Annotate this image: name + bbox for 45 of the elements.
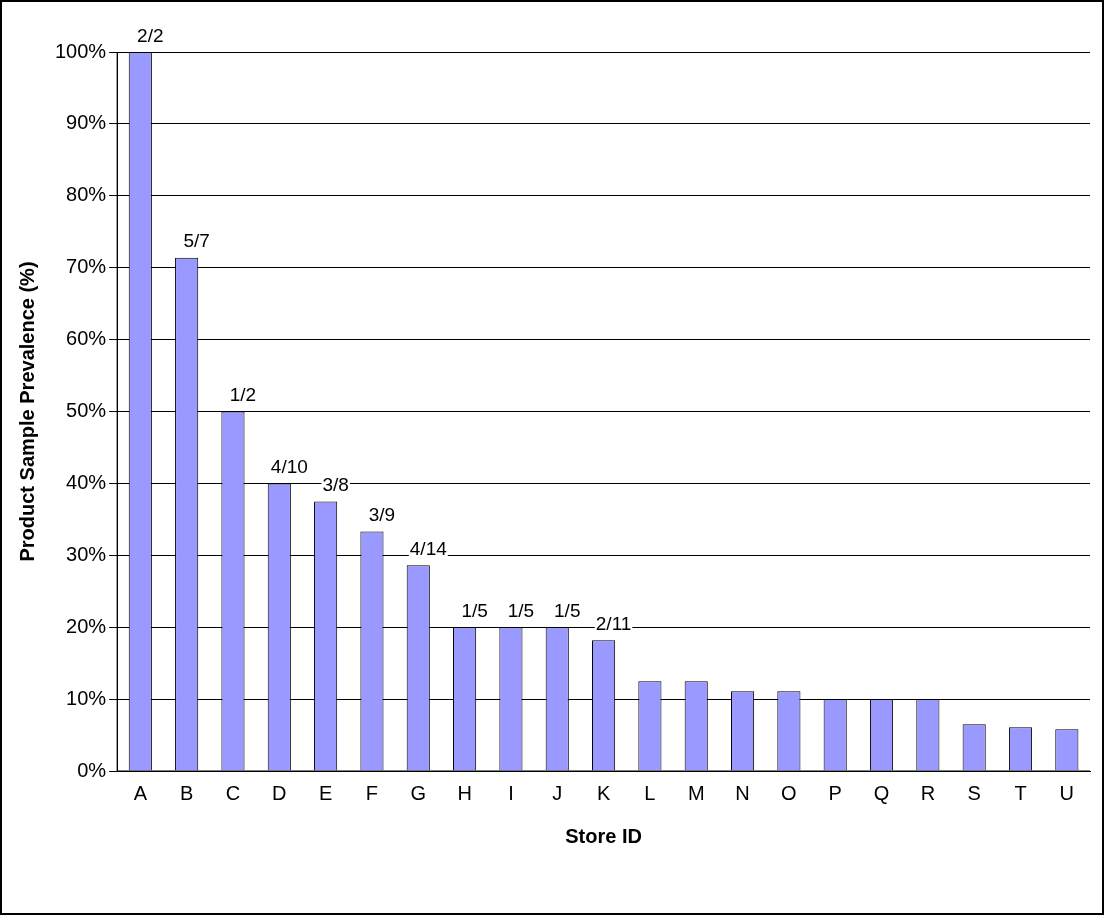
x-tick-label: N <box>735 781 750 804</box>
x-tick-label: G <box>410 781 427 804</box>
annotation: 1/5 <box>554 599 581 621</box>
x-tick-label: U <box>1059 781 1075 804</box>
annotation: 1/5 <box>507 599 535 621</box>
y-tick-label: 50% <box>66 399 107 422</box>
x-tick-label: M <box>687 781 705 804</box>
x-tick-label: Q <box>873 781 890 804</box>
x-tick-label: I <box>508 781 514 804</box>
annotation: 4/14 <box>409 538 448 560</box>
y-tick-label: 70% <box>66 255 107 278</box>
annotation: 2/11 <box>595 612 632 634</box>
y-tick-label: 30% <box>66 542 107 565</box>
annotation: 1/5 <box>461 599 488 621</box>
x-tick-label: P <box>828 781 842 804</box>
x-tick-label: C <box>225 781 241 804</box>
x-tick-label: T <box>1014 781 1027 804</box>
annotation: 1/2 <box>229 384 257 406</box>
x-tick-label: F <box>365 781 379 804</box>
x-tick-label: L <box>644 781 656 804</box>
x-axis-title: Store ID <box>565 824 642 847</box>
y-tick-label: 0% <box>77 758 107 781</box>
y-tick-label: 80% <box>66 183 107 206</box>
y-tick-label: 20% <box>66 614 107 637</box>
x-tick-label: O <box>781 781 797 804</box>
annotation: 2/2 <box>137 24 164 46</box>
x-tick-label: R <box>920 781 936 804</box>
x-tick-label: K <box>596 781 611 804</box>
y-axis-title: Product Sample Prevalence (%) <box>15 261 38 562</box>
y-tick-label: 100% <box>55 39 107 62</box>
y-tick-label: 60% <box>66 327 107 350</box>
annotation: 3/9 <box>368 504 396 526</box>
x-tick-label: H <box>457 781 472 804</box>
x-tick-label: B <box>179 781 194 804</box>
x-tick-label: S <box>967 781 981 804</box>
y-tick-label: 10% <box>66 686 107 709</box>
annotation: 4/10 <box>270 456 308 478</box>
x-tick-label: J <box>552 781 563 804</box>
x-tick-label: D <box>272 781 287 804</box>
y-tick-label: 40% <box>66 470 107 493</box>
x-tick-label: E <box>318 781 333 804</box>
y-tick-label: 90% <box>66 111 107 134</box>
x-tick-label: A <box>133 781 148 804</box>
annotation: 3/8 <box>322 474 349 496</box>
annotation: 5/7 <box>183 230 210 252</box>
